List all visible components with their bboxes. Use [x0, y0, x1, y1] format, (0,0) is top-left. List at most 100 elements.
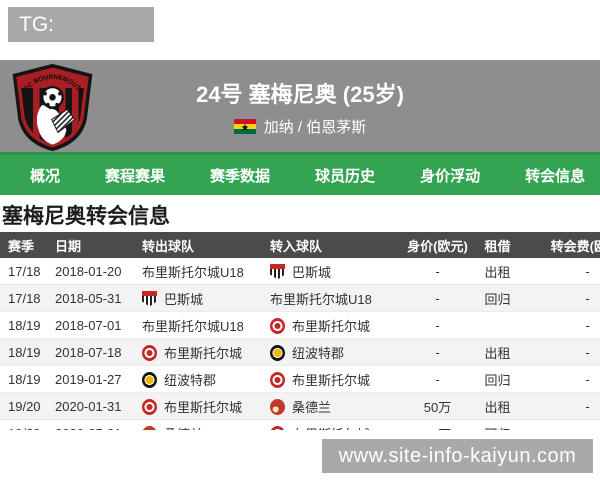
from-team-name: 桑德兰	[164, 427, 203, 431]
date-cell: 2019-01-27	[55, 371, 122, 387]
to-team-cell[interactable]: 桑德兰	[265, 397, 405, 416]
season-cell: 18/19	[8, 344, 41, 360]
to-team-cell[interactable]: 布里斯托尔城	[265, 370, 405, 389]
to-team-name: 桑德兰	[292, 399, 332, 415]
to-team-name: 布里斯托尔城	[292, 372, 371, 388]
loan-status-cell: 出租	[484, 345, 511, 361]
from-team-cell[interactable]: 桑德兰	[140, 424, 265, 431]
sunderland-icon	[142, 425, 157, 430]
transfer-fee-cell: -	[525, 426, 600, 431]
loan-status-cell: 出租	[484, 399, 511, 415]
transfer-fee-cell: -	[585, 398, 590, 414]
date-cell: 2020-05-31	[50, 426, 140, 431]
bath-city-icon	[270, 263, 285, 280]
nav-item-label: 转会信息	[525, 167, 586, 185]
from-team-name: 布里斯托尔城	[164, 345, 243, 361]
loan-status-cell: 出租	[484, 264, 511, 280]
transfer-fee-cell: -	[585, 344, 590, 360]
transfer-table: 赛季 日期 转出球队 转入球队 身价(欧元) 租借 转会费(欧元) 17/18 2018-0…	[0, 232, 600, 430]
nav-item-label: 概况	[30, 167, 61, 185]
from-team-name: 布里斯托尔城U18	[142, 318, 244, 334]
to-team-cell[interactable]: 布里斯托尔城	[265, 424, 405, 431]
nation-club-label: 加纳 / 伯恩茅斯	[263, 119, 367, 136]
newport-county-icon	[142, 371, 157, 388]
to-team-cell[interactable]: 布里斯托尔城	[265, 316, 405, 335]
column-header-6: 租借	[484, 238, 511, 254]
nav-item-6[interactable]: 转会信息	[525, 165, 585, 186]
nav-item-2[interactable]: 赛程赛果	[105, 165, 165, 186]
date-cell: 2018-07-01	[55, 317, 122, 333]
season-cell: 19/20	[0, 426, 50, 431]
table-row: 17/18 2018-05-31 巴斯城 布里斯托尔城U18 - 回归 -	[0, 285, 600, 312]
nav-bar: 概况 赛程赛果 赛季数据 球员历史 身价浮动 转会信息	[0, 152, 600, 195]
table-body: 17/18 2018-01-20 布里斯托尔城U18 巴斯城 - 出租 - 17…	[0, 258, 600, 430]
from-team-cell[interactable]: 布里斯托尔城	[140, 397, 265, 416]
from-team-cell[interactable]: 巴斯城	[140, 289, 265, 308]
to-team-name: 纽波特郡	[292, 345, 345, 361]
transfer-fee-cell: -	[585, 317, 590, 333]
to-team-name: 布里斯托尔城U18	[270, 291, 372, 307]
date-cell: 2018-05-31	[55, 290, 122, 306]
to-team-cell[interactable]: 布里斯托尔城U18	[265, 289, 405, 308]
from-team-name: 布里斯托尔城U18	[142, 264, 244, 280]
market-value-cell: -	[435, 371, 440, 387]
from-team-name: 纽波特郡	[164, 372, 217, 388]
from-team-cell[interactable]: 布里斯托尔城U18	[140, 316, 265, 335]
market-value-cell: -	[435, 263, 440, 279]
season-cell: 18/19	[8, 371, 41, 387]
market-value-cell: 50万	[423, 399, 452, 415]
player-header: AFC BOURNEMOUTH 24号 塞梅尼奥 (25岁) 加纳 / 伯恩茅斯	[0, 60, 600, 152]
season-cell: 19/20	[8, 398, 41, 414]
table-row: 18/19 2018-07-01 布里斯托尔城U18 布里斯托尔城 - -	[0, 312, 600, 339]
nav-item-3[interactable]: 赛季数据	[210, 165, 270, 186]
to-team-name: 布里斯托尔城	[292, 318, 371, 334]
from-team-name: 布里斯托尔城	[164, 399, 243, 415]
nav-item-1[interactable]: 概况	[30, 165, 60, 186]
loan-status-cell: 回归	[484, 372, 511, 388]
transfer-fee-cell: -	[585, 263, 590, 279]
column-header-3: 转出球队	[142, 238, 195, 254]
table-row: 19/20 2020-01-31 布里斯托尔城 桑德兰 50万 出租 -	[0, 393, 600, 420]
bath-city-icon	[142, 290, 157, 307]
nav-item-4[interactable]: 球员历史	[315, 165, 375, 186]
ghana-flag-icon	[233, 119, 256, 134]
date-cell: 2020-01-31	[55, 398, 122, 414]
table-row: 18/19 2019-01-27 纽波特郡 布里斯托尔城 - 回归 -	[0, 366, 600, 393]
bristol-city-icon	[270, 317, 285, 334]
column-header-5: 身价(欧元)	[407, 238, 468, 254]
market-value-cell: 45万	[405, 424, 470, 431]
newport-county-icon	[270, 344, 285, 361]
nav-item-label: 球员历史	[315, 167, 376, 185]
table-row: 19/20 2020-05-31 桑德兰 布里斯托尔城 45万 回归 -	[0, 420, 600, 430]
player-nationality: 加纳 / 伯恩茅斯	[0, 116, 600, 137]
season-cell: 18/19	[8, 317, 41, 333]
to-team-name: 布里斯托尔城	[292, 427, 370, 431]
season-cell: 17/18	[8, 263, 41, 279]
date-cell: 2018-07-18	[55, 344, 122, 360]
to-team-cell[interactable]: 巴斯城	[265, 262, 405, 281]
tg-badge: TG: MYYJJPP	[8, 7, 154, 71]
from-team-cell[interactable]: 布里斯托尔城U18	[140, 262, 265, 281]
section-title: 塞梅尼奥转会信息	[2, 205, 170, 228]
nav-item-label: 赛季数据	[210, 167, 271, 185]
bristol-city-icon	[270, 371, 285, 388]
player-title: 24号 塞梅尼奥 (25岁)	[196, 82, 404, 107]
table-row: 17/18 2018-01-20 布里斯托尔城U18 巴斯城 - 出租 -	[0, 258, 600, 285]
afc-bournemouth-crest-icon: AFC BOURNEMOUTH	[12, 63, 93, 152]
sunderland-icon	[270, 398, 285, 415]
from-team-cell[interactable]: 布里斯托尔城	[140, 343, 265, 362]
transfer-fee-cell: -	[585, 371, 590, 387]
column-header-2: 日期	[55, 238, 82, 254]
table-header-row: 赛季 日期 转出球队 转入球队 身价(欧元) 租借 转会费(欧元)	[0, 232, 600, 258]
column-header-7: 转会费(欧元)	[550, 238, 600, 254]
nav-item-label: 身价浮动	[420, 167, 481, 185]
to-team-cell[interactable]: 纽波特郡	[265, 343, 405, 362]
loan-status-cell: 回归	[470, 424, 525, 431]
watermark: www.site-info-kaiyun.com	[322, 439, 593, 473]
transfer-fee-cell: -	[585, 290, 590, 306]
nav-item-5[interactable]: 身价浮动	[420, 165, 480, 186]
to-team-name: 巴斯城	[292, 264, 332, 280]
table-row: 18/19 2018-07-18 布里斯托尔城 纽波特郡 - 出租 -	[0, 339, 600, 366]
from-team-cell[interactable]: 纽波特郡	[140, 370, 265, 389]
market-value-cell: -	[435, 317, 440, 333]
